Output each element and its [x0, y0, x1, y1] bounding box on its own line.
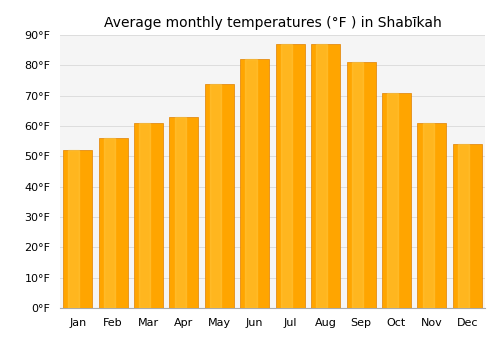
Bar [170, 117, 198, 308]
Bar [352, 62, 363, 308]
Bar [311, 44, 340, 308]
Bar [458, 144, 469, 308]
Bar [246, 59, 256, 308]
Bar [139, 123, 150, 308]
Bar [205, 84, 234, 308]
Bar [418, 123, 446, 308]
Bar [346, 62, 376, 308]
Bar [281, 44, 292, 308]
Title: Average monthly temperatures (°F ) in Shabīkah: Average monthly temperatures (°F ) in Sh… [104, 16, 442, 30]
Bar [68, 150, 80, 308]
Bar [104, 138, 115, 308]
Bar [63, 150, 92, 308]
Bar [98, 138, 128, 308]
Bar [453, 144, 482, 308]
Bar [422, 123, 434, 308]
Bar [276, 44, 304, 308]
Bar [210, 84, 221, 308]
Bar [134, 123, 163, 308]
Bar [382, 93, 411, 308]
Bar [174, 117, 186, 308]
Bar [240, 59, 270, 308]
Bar [316, 44, 328, 308]
Bar [387, 93, 398, 308]
